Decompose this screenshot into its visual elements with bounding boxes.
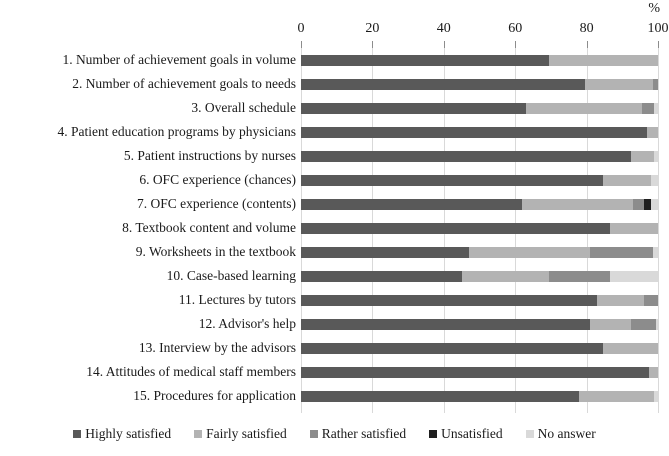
- category-label: 15. Procedures for application: [133, 388, 296, 403]
- bar-segment-fairly-satisfied: [609, 222, 658, 234]
- bar-segment-highly-satisfied: [301, 342, 603, 354]
- axis-tick-label: 0: [297, 21, 305, 36]
- bar-segment-highly-satisfied: [301, 126, 648, 138]
- bar-segment-rather-satisfied: [631, 318, 657, 330]
- category-label: 2. Number of achievement goals to needs: [72, 76, 296, 91]
- bar-segment-fairly-satisfied: [579, 390, 655, 402]
- legend-label: Fairly satisfied: [206, 426, 287, 441]
- axis-tick-label: 60: [508, 21, 523, 36]
- category-label: 1. Number of achievement goals in volume: [62, 52, 296, 67]
- category-label: 9. Worksheets in the textbook: [135, 244, 296, 259]
- legend-item-unsatisfied: Unsatisfied: [429, 426, 503, 442]
- category-label: 14. Attitudes of medical staff members: [86, 364, 296, 379]
- bar-segment-fairly-satisfied: [602, 342, 658, 354]
- axis-tick-mark: [658, 41, 659, 48]
- bar-segment-no-answer: [652, 246, 658, 258]
- category-label: 12. Advisor's help: [198, 316, 296, 331]
- bar-segment-fairly-satisfied: [647, 126, 658, 138]
- bar-segment-highly-satisfied: [301, 78, 585, 90]
- bar-segment-fairly-satisfied: [468, 246, 591, 258]
- category-label: 10. Case-based learning: [166, 268, 296, 283]
- legend-swatch-rather-satisfied: [309, 430, 318, 438]
- legend-item-highly-satisfied: Highly satisfied: [73, 426, 171, 442]
- legend-label: Rather satisfied: [321, 426, 407, 441]
- legend-label: No answer: [537, 426, 596, 441]
- category-label: 8. Textbook content and volume: [122, 220, 296, 235]
- legend-swatch-unsatisfied: [429, 430, 438, 438]
- legend-swatch-fairly-satisfied: [194, 430, 203, 438]
- axis-tick-label: 20: [365, 21, 380, 36]
- category-label: 7. OFC experience (contents): [137, 196, 296, 211]
- bar-segment-no-answer: [654, 150, 658, 162]
- bar-segment-highly-satisfied: [301, 366, 650, 378]
- gridline: [658, 48, 659, 413]
- bar-segment-highly-satisfied: [301, 222, 610, 234]
- axis-tick-label: 100: [647, 21, 669, 36]
- legend-label: Highly satisfied: [85, 426, 172, 441]
- legend-item-fairly-satisfied: Fairly satisfied: [194, 426, 287, 442]
- bar-segment-rather-satisfied: [643, 294, 658, 306]
- category-label: 13. Interview by the advisors: [138, 340, 296, 355]
- bar-segment-no-answer: [650, 174, 658, 186]
- bar-segment-fairly-satisfied: [522, 198, 633, 210]
- axis-tick-label: 80: [579, 21, 594, 36]
- category-label: 6. OFC experience (chances): [139, 172, 296, 187]
- category-label: 3. Overall schedule: [191, 100, 296, 115]
- bar-segment-rather-satisfied: [652, 78, 658, 90]
- bar-segment-rather-satisfied: [549, 270, 610, 282]
- bar-segment-rather-satisfied: [590, 246, 653, 258]
- bar-segment-rather-satisfied: [633, 198, 644, 210]
- axis-tick-mark: [372, 41, 374, 48]
- bar-segment-highly-satisfied: [301, 150, 632, 162]
- bar-segment-highly-satisfied: [301, 318, 591, 330]
- axis-tick-mark: [515, 41, 517, 48]
- axis-tick-mark: [443, 41, 445, 48]
- bar-segment-highly-satisfied: [301, 174, 603, 186]
- bar-segment-highly-satisfied: [301, 294, 598, 306]
- legend-swatch-no-answer: [525, 430, 534, 438]
- bar-segment-highly-satisfied: [301, 390, 580, 402]
- category-label: 4. Patient education programs by physici…: [57, 124, 296, 139]
- bar-segment-fairly-satisfied: [631, 150, 655, 162]
- bar-segment-highly-satisfied: [301, 198, 523, 210]
- bar-segment-fairly-satisfied: [649, 366, 658, 378]
- bar-segment-no-answer: [654, 102, 658, 114]
- bar-segment-unsatisfied: [643, 198, 651, 210]
- category-label: 5. Patient instructions by nurses: [123, 148, 296, 163]
- axis-tick-label: 40: [436, 21, 451, 36]
- bar-segment-highly-satisfied: [301, 270, 462, 282]
- bar-segment-fairly-satisfied: [602, 174, 651, 186]
- legend: Highly satisfied Fairly satisfied Rather s…: [0, 426, 669, 442]
- bar-segment-fairly-satisfied: [461, 270, 550, 282]
- category-label: 11. Lectures by tutors: [178, 292, 296, 307]
- bar-segment-highly-satisfied: [301, 54, 550, 66]
- axis-tick-mark: [586, 41, 588, 48]
- legend-swatch-highly-satisfied: [73, 430, 82, 438]
- axis-tick-mark: [301, 41, 302, 48]
- bar-segment-no-answer: [609, 270, 658, 282]
- bar-segment-fairly-satisfied: [590, 318, 632, 330]
- bar-segment-rather-satisfied: [641, 102, 655, 114]
- axis-unit-label: %: [648, 1, 660, 16]
- bar-segment-highly-satisfied: [301, 246, 469, 258]
- legend-label: Unsatisfied: [441, 426, 503, 441]
- bar-segment-no-answer: [650, 198, 658, 210]
- bar-segment-no-answer: [654, 390, 658, 402]
- bar-segment-highly-satisfied: [301, 102, 526, 114]
- legend-item-rather-satisfied: Rather satisfied: [309, 426, 407, 442]
- bar-segment-fairly-satisfied: [584, 78, 653, 90]
- bar-segment-no-answer: [656, 318, 658, 330]
- bar-segment-fairly-satisfied: [525, 102, 642, 114]
- legend-item-no-answer: No answer: [525, 426, 596, 442]
- bar-segment-fairly-satisfied: [597, 294, 644, 306]
- bar-segment-fairly-satisfied: [549, 54, 658, 66]
